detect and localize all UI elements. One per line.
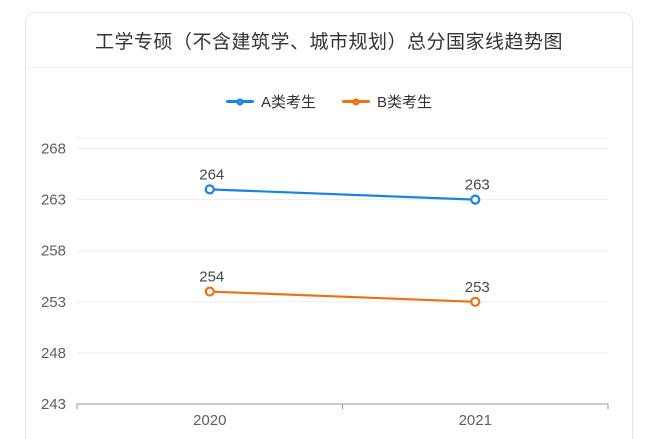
x-tick-label: 2021 bbox=[459, 412, 492, 429]
y-tick-label: 253 bbox=[41, 294, 66, 311]
y-tick-label: 258 bbox=[41, 243, 66, 260]
x-tick-label: 2020 bbox=[193, 412, 226, 429]
legend-line-marker-icon bbox=[225, 95, 254, 109]
line-chart[interactable]: 243 248 253 258 263 268 2020 2021 264 263 254 253 bbox=[26, 13, 632, 438]
y-tick-label: 248 bbox=[41, 345, 66, 362]
data-point-label: 263 bbox=[465, 177, 490, 194]
legend-line-marker-icon bbox=[342, 95, 370, 109]
chart-card: 工学专硕（不含建筑学、城市规划）总分国家线趋势图 A类考生 B类考生 243 248… bbox=[25, 12, 633, 439]
legend-label: B类考生 bbox=[377, 94, 433, 111]
chart-legend: A类考生 B类考生 bbox=[26, 91, 632, 112]
legend-label: A类考生 bbox=[260, 94, 316, 111]
legend-item-1[interactable]: B类考生 bbox=[342, 91, 432, 112]
y-tick-label: 268 bbox=[41, 141, 66, 158]
legend-item-0[interactable]: A类考生 bbox=[225, 91, 316, 112]
data-point[interactable] bbox=[204, 286, 215, 297]
data-point-label: 253 bbox=[465, 279, 490, 296]
series-line-0 bbox=[208, 188, 477, 201]
data-point[interactable] bbox=[470, 296, 481, 307]
chart-title: 工学专硕（不含建筑学、城市规划）总分国家线趋势图 bbox=[94, 31, 563, 53]
data-point-label: 254 bbox=[199, 269, 224, 286]
chart-header: 工学专硕（不含建筑学、城市规划）总分国家线趋势图 bbox=[26, 13, 632, 68]
data-point-label: 264 bbox=[199, 166, 224, 183]
y-tick-label: 243 bbox=[41, 396, 66, 413]
y-tick-label: 263 bbox=[41, 192, 66, 209]
data-point[interactable] bbox=[470, 194, 481, 205]
data-point[interactable] bbox=[204, 184, 215, 195]
series-line-1 bbox=[208, 290, 477, 303]
